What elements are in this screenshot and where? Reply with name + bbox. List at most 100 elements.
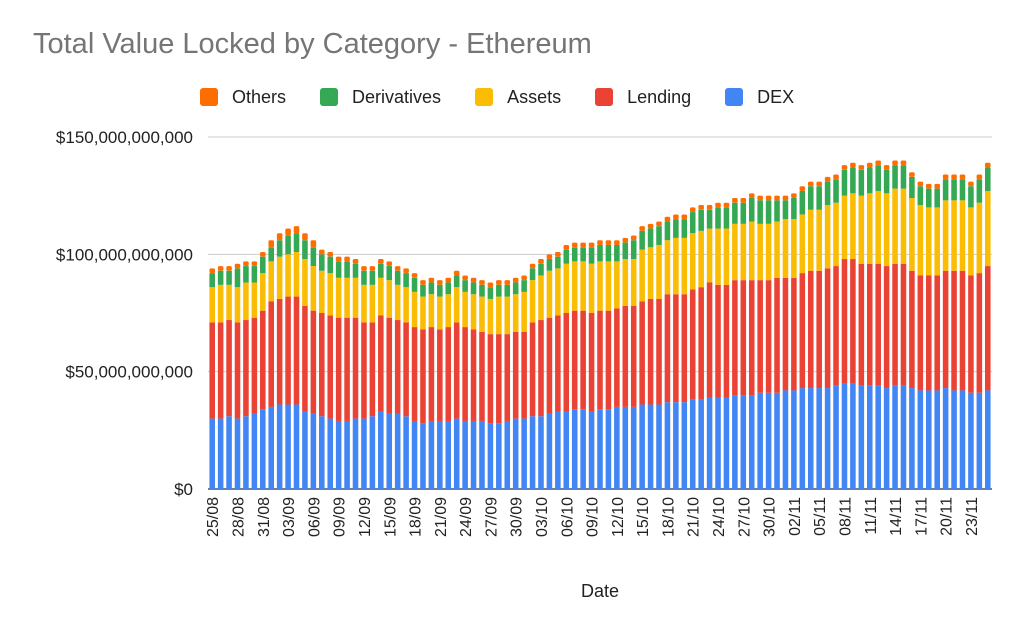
bar-dex bbox=[260, 409, 266, 489]
bar-derivatives bbox=[875, 165, 881, 191]
bar-assets bbox=[630, 259, 637, 306]
bar-assets bbox=[757, 223, 763, 281]
bar-lending bbox=[850, 259, 856, 384]
bar-others bbox=[698, 205, 704, 210]
bar-derivatives bbox=[352, 263, 359, 278]
bar-lending bbox=[925, 275, 932, 391]
bar-assets bbox=[909, 198, 915, 271]
bar-lending bbox=[512, 331, 519, 419]
bar-dex bbox=[614, 406, 620, 489]
x-tick-label: 05/11 bbox=[812, 497, 829, 536]
bar-lending bbox=[841, 259, 848, 384]
bar-derivatives bbox=[959, 179, 966, 201]
bar-lending bbox=[664, 294, 671, 403]
bar-assets bbox=[512, 294, 519, 332]
bar-lending bbox=[571, 310, 578, 410]
bar-others bbox=[529, 263, 536, 269]
bar-others bbox=[234, 263, 241, 269]
bar-others bbox=[740, 198, 747, 203]
bar-others bbox=[605, 240, 612, 245]
bar-derivatives bbox=[260, 256, 266, 274]
bar-assets bbox=[892, 188, 898, 264]
bar-others bbox=[243, 261, 249, 267]
bar-others bbox=[968, 181, 974, 187]
bar-assets bbox=[496, 296, 502, 335]
bar-derivatives bbox=[319, 254, 325, 271]
x-tick-label: 25/08 bbox=[205, 497, 222, 537]
bar-dex bbox=[698, 399, 704, 489]
bar-others bbox=[917, 181, 924, 187]
x-tick-label: 03/09 bbox=[281, 497, 298, 537]
bar-assets bbox=[378, 277, 384, 316]
bar-derivatives bbox=[580, 247, 586, 262]
bar-assets bbox=[437, 296, 443, 330]
bar-assets bbox=[959, 200, 966, 271]
legend-swatch-others bbox=[200, 88, 218, 106]
bar-others bbox=[791, 193, 797, 199]
bar-dex bbox=[816, 388, 822, 489]
bar-dex bbox=[546, 413, 553, 489]
bar-others bbox=[378, 259, 384, 264]
bar-dex bbox=[959, 390, 966, 489]
bar-dex bbox=[909, 388, 915, 489]
x-tick-label: 02/11 bbox=[787, 497, 804, 536]
bar-derivatives bbox=[968, 186, 974, 208]
bar-dex bbox=[327, 418, 334, 489]
bar-others bbox=[597, 240, 603, 245]
bar-others bbox=[934, 183, 940, 189]
bar-derivatives bbox=[816, 186, 822, 210]
x-tick-label: 03/10 bbox=[534, 497, 551, 537]
bar-assets bbox=[748, 221, 755, 281]
bar-derivatives bbox=[437, 284, 443, 297]
bar-dex bbox=[942, 388, 949, 489]
bar-assets bbox=[479, 296, 485, 332]
bar-dex bbox=[605, 409, 612, 489]
bar-derivatives bbox=[243, 266, 249, 283]
bar-dex bbox=[403, 416, 409, 489]
bar-others bbox=[403, 268, 409, 274]
bar-lending bbox=[453, 322, 460, 419]
bar-lending bbox=[723, 284, 730, 398]
bar-assets bbox=[639, 249, 645, 302]
bar-assets bbox=[656, 244, 662, 299]
bar-assets bbox=[555, 268, 561, 316]
bar-derivatives bbox=[985, 167, 991, 191]
bar-derivatives bbox=[740, 202, 747, 224]
x-tick-label: 18/10 bbox=[660, 497, 677, 537]
bar-dex bbox=[386, 413, 393, 489]
x-tick-label: 08/11 bbox=[837, 497, 854, 536]
x-tick-label: 30/10 bbox=[762, 497, 779, 537]
bar-lending bbox=[335, 317, 342, 421]
bar-derivatives bbox=[917, 186, 924, 206]
bar-lending bbox=[883, 266, 890, 389]
bar-dex bbox=[934, 390, 940, 489]
bar-dex bbox=[706, 397, 713, 489]
bar-lending bbox=[588, 313, 595, 412]
bar-dex bbox=[234, 418, 241, 489]
bar-dex bbox=[555, 411, 561, 489]
x-tick-label: 31/08 bbox=[256, 497, 273, 537]
bar-derivatives bbox=[774, 200, 780, 222]
bar-dex bbox=[445, 420, 452, 489]
bar-lending bbox=[909, 270, 915, 389]
bar-dex bbox=[496, 423, 502, 489]
bar-assets bbox=[234, 287, 241, 323]
bar-lending bbox=[378, 315, 384, 412]
bar-others bbox=[428, 277, 435, 283]
bar-derivatives bbox=[850, 167, 856, 194]
bar-lending bbox=[942, 270, 949, 389]
bar-dex bbox=[378, 411, 384, 489]
bar-assets bbox=[504, 296, 511, 335]
bar-others bbox=[748, 193, 755, 199]
bar-derivatives bbox=[571, 247, 578, 262]
bar-dex bbox=[782, 390, 789, 489]
bar-derivatives bbox=[555, 256, 561, 269]
bar-assets bbox=[942, 200, 949, 271]
x-tick-label: 17/11 bbox=[913, 497, 930, 536]
bar-lending bbox=[411, 327, 418, 421]
legend-swatch-derivatives bbox=[320, 88, 339, 106]
bar-lending bbox=[470, 329, 477, 421]
bar-lending bbox=[875, 263, 881, 386]
bar-dex bbox=[588, 411, 595, 489]
bar-dex bbox=[310, 413, 317, 489]
